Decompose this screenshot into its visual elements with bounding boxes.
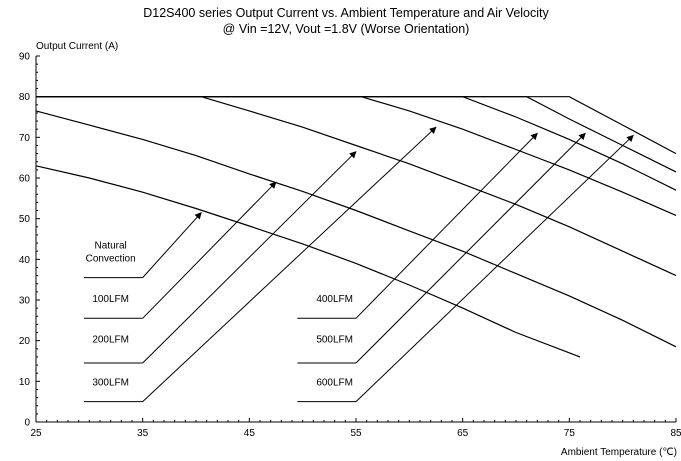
y-tick-label-20: 20 [19, 336, 31, 347]
series-line-600lfm [36, 96, 677, 155]
y-tick-label-0: 0 [24, 418, 30, 429]
callout-label: Convection [86, 253, 136, 264]
chart-title: D12S400 series Output Current vs. Ambien… [143, 6, 549, 20]
callout-300lfm: 300LFM [84, 126, 437, 403]
callout-arrow [142, 181, 277, 319]
x-tick-label-75: 75 [564, 428, 576, 439]
callout-400lfm: 400LFM [297, 132, 538, 319]
callout-label: 600LFM [316, 377, 353, 388]
callout-label: 300LFM [92, 377, 129, 388]
callout-500lfm: 500LFM [297, 132, 586, 364]
callout-layer: Natural Convection 100LFM 200LFM 300LFM 400LF… [84, 126, 634, 403]
y-tick-label-40: 40 [19, 255, 31, 266]
x-tick-label-25: 25 [30, 428, 42, 439]
series-line-natural-convection [35, 165, 581, 358]
x-tick-label-45: 45 [244, 428, 256, 439]
callout-arrow [355, 132, 538, 319]
callout-label: 200LFM [92, 335, 129, 346]
y-tick-label-10: 10 [19, 377, 31, 388]
callout-100lfm: 100LFM [84, 181, 277, 319]
series-line-100lfm [35, 110, 677, 348]
callout-arrow [355, 132, 586, 364]
x-axis-label: Ambient Temperature (℃) [561, 447, 677, 458]
series-line-400lfm [36, 96, 677, 191]
x-tick-label-35: 35 [137, 428, 149, 439]
series-line-200lfm [36, 96, 677, 277]
y-tick-label-30: 30 [19, 296, 31, 307]
series-layer [35, 96, 677, 358]
x-tick-label-65: 65 [457, 428, 469, 439]
callout-label: 400LFM [316, 294, 353, 305]
callout-arrow [142, 126, 437, 403]
series-line-500lfm [36, 96, 677, 173]
y-tick-label-80: 80 [19, 92, 31, 103]
chart-subtitle: @ Vin =12V, Vout =1.8V (Worse Orientatio… [223, 22, 470, 36]
callout-200lfm: 200LFM [84, 151, 357, 364]
callout-arrow [142, 151, 357, 364]
callout-arrow [355, 134, 634, 403]
y-tick-label-70: 70 [19, 133, 31, 144]
callout-label: 500LFM [316, 335, 353, 346]
axes: 0 10 20 30 40 50 60 70 80 90 25 35 45 55 65 75 85 [19, 52, 681, 440]
callout-arrow [142, 212, 202, 278]
y-tick-label-90: 90 [19, 52, 31, 63]
y-axis-label: Output Current (A) [36, 41, 118, 52]
x-tick-label-55: 55 [350, 428, 362, 439]
y-tick-label-60: 60 [19, 174, 31, 185]
callout-600lfm: 600LFM [297, 134, 634, 403]
callout-label: Natural [95, 240, 127, 251]
x-tick-label-85: 85 [670, 428, 681, 439]
callout-natural-convection: Natural Convection [84, 212, 202, 279]
callout-label: 100LFM [92, 294, 129, 305]
series-line-300lfm [36, 96, 677, 216]
y-tick-label-50: 50 [19, 214, 31, 225]
